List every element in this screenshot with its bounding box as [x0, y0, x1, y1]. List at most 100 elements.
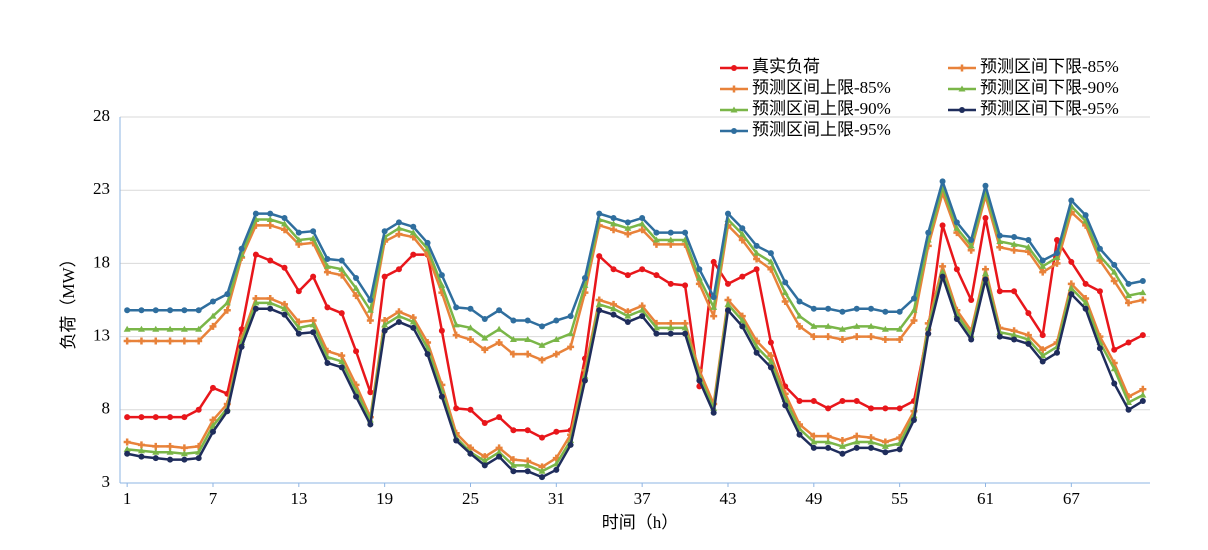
x-tick-label: 67 — [1063, 489, 1081, 508]
point — [682, 330, 689, 337]
point — [224, 291, 231, 298]
point — [238, 343, 245, 350]
point — [495, 448, 503, 455]
point — [753, 266, 760, 273]
point — [638, 306, 646, 313]
point — [181, 456, 188, 463]
point — [824, 322, 832, 329]
point — [137, 441, 145, 449]
point — [553, 428, 560, 435]
point — [824, 333, 832, 341]
point — [839, 398, 846, 405]
point — [309, 321, 317, 328]
point — [939, 268, 947, 275]
point — [353, 393, 360, 400]
point — [696, 266, 703, 273]
point — [424, 239, 431, 246]
point — [624, 318, 631, 325]
point — [496, 307, 503, 314]
point — [195, 325, 203, 332]
point — [166, 442, 174, 450]
point — [1096, 245, 1103, 252]
y-tick-label: 8 — [102, 399, 111, 418]
point — [724, 300, 732, 307]
point — [767, 352, 775, 360]
point — [853, 322, 861, 329]
point — [653, 229, 660, 236]
point — [1096, 345, 1103, 352]
legend-label: 预测区间下限-95% — [980, 99, 1119, 118]
point — [495, 338, 503, 346]
series — [124, 273, 1146, 481]
point — [1011, 336, 1018, 343]
point — [381, 327, 388, 334]
point — [730, 106, 738, 113]
point — [438, 272, 445, 279]
point — [353, 348, 360, 355]
point — [123, 337, 131, 345]
point — [610, 226, 618, 234]
point — [925, 330, 932, 337]
point — [624, 219, 631, 226]
point — [968, 297, 975, 303]
point — [124, 414, 131, 421]
point — [324, 304, 331, 311]
point — [896, 446, 903, 453]
point — [595, 300, 603, 307]
point — [410, 324, 417, 331]
point — [882, 449, 889, 456]
point — [467, 305, 474, 312]
point — [738, 316, 746, 323]
point — [281, 311, 288, 318]
point — [509, 336, 517, 343]
point — [209, 322, 217, 330]
point — [624, 312, 632, 319]
point — [152, 448, 160, 455]
point — [395, 230, 403, 238]
point — [395, 312, 403, 319]
point — [638, 226, 646, 234]
point — [509, 350, 517, 358]
point — [524, 461, 532, 468]
point — [395, 219, 402, 226]
series — [124, 215, 1146, 441]
point — [338, 271, 346, 279]
point — [996, 237, 1004, 244]
point — [581, 281, 589, 288]
point — [1011, 288, 1018, 295]
point — [452, 331, 460, 339]
point — [381, 228, 388, 235]
point — [496, 453, 503, 460]
point — [395, 318, 402, 325]
point — [452, 321, 460, 328]
point — [281, 305, 289, 312]
point — [867, 438, 875, 445]
x-tick-label: 19 — [376, 489, 393, 508]
point — [409, 229, 417, 236]
series-line — [126, 275, 1144, 479]
point — [252, 299, 260, 306]
point — [810, 432, 818, 440]
point — [152, 307, 159, 314]
point — [731, 128, 737, 134]
point — [338, 265, 346, 272]
point — [968, 236, 975, 243]
point — [996, 243, 1004, 251]
point — [166, 337, 174, 345]
point — [524, 317, 531, 324]
point — [180, 444, 188, 452]
y-tick-label: 13 — [93, 326, 110, 345]
point — [1125, 398, 1133, 405]
point — [739, 225, 746, 232]
point — [1082, 305, 1089, 312]
point — [1125, 299, 1133, 307]
series — [123, 262, 1147, 471]
point — [539, 474, 546, 481]
point — [767, 357, 775, 364]
point — [1125, 339, 1132, 346]
point — [424, 351, 431, 358]
point — [667, 280, 674, 287]
point — [767, 258, 775, 265]
point — [581, 275, 588, 282]
point — [510, 317, 517, 324]
